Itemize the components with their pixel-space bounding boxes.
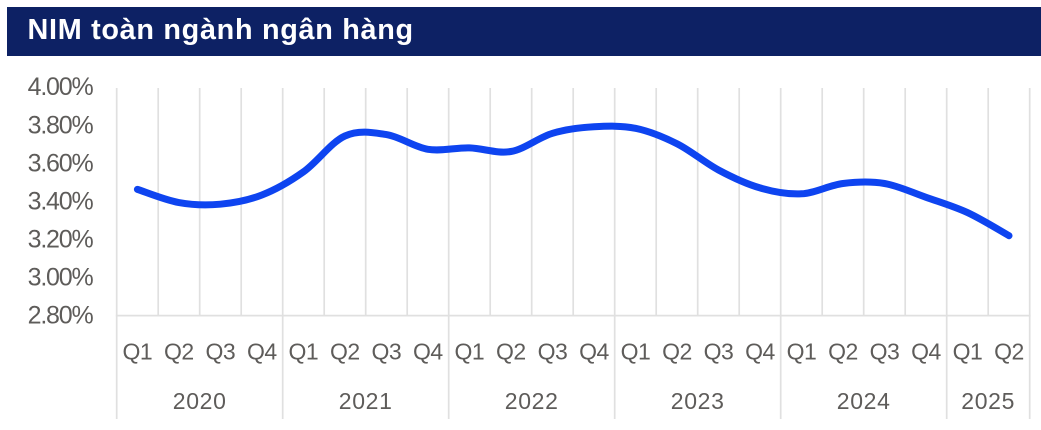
svg-text:Q1: Q1 <box>123 339 153 365</box>
svg-text:Q4: Q4 <box>247 339 277 365</box>
svg-text:Q2: Q2 <box>828 339 858 365</box>
svg-text:2020: 2020 <box>173 388 227 414</box>
svg-text:Q2: Q2 <box>496 339 526 365</box>
svg-text:2025: 2025 <box>961 388 1015 414</box>
svg-text:2022: 2022 <box>505 388 559 414</box>
svg-text:Q1: Q1 <box>289 339 319 365</box>
svg-text:2024: 2024 <box>837 388 891 414</box>
svg-text:3.20%: 3.20% <box>28 226 94 254</box>
svg-text:Q1: Q1 <box>787 339 817 365</box>
svg-text:4.00%: 4.00% <box>28 73 94 101</box>
svg-text:Q2: Q2 <box>164 339 194 365</box>
svg-text:Q4: Q4 <box>745 339 775 365</box>
svg-text:Q3: Q3 <box>206 339 236 365</box>
svg-text:Q1: Q1 <box>953 339 983 365</box>
svg-text:3.80%: 3.80% <box>28 111 94 139</box>
svg-text:2021: 2021 <box>339 388 393 414</box>
svg-text:3.60%: 3.60% <box>28 149 94 177</box>
svg-text:Q4: Q4 <box>579 339 609 365</box>
svg-text:2.80%: 2.80% <box>28 302 94 330</box>
svg-text:2023: 2023 <box>671 388 725 414</box>
svg-text:Q1: Q1 <box>455 339 485 365</box>
svg-text:Q2: Q2 <box>330 339 360 365</box>
svg-text:Q1: Q1 <box>621 339 651 365</box>
svg-text:Q3: Q3 <box>870 339 900 365</box>
svg-text:Q3: Q3 <box>538 339 568 365</box>
svg-text:Q4: Q4 <box>911 339 941 365</box>
svg-text:3.40%: 3.40% <box>28 187 94 215</box>
svg-text:3.00%: 3.00% <box>28 264 94 292</box>
svg-text:Q3: Q3 <box>704 339 734 365</box>
svg-text:Q4: Q4 <box>413 339 443 365</box>
svg-text:Q2: Q2 <box>994 339 1024 365</box>
svg-text:Q2: Q2 <box>662 339 692 365</box>
svg-text:Q3: Q3 <box>372 339 402 365</box>
